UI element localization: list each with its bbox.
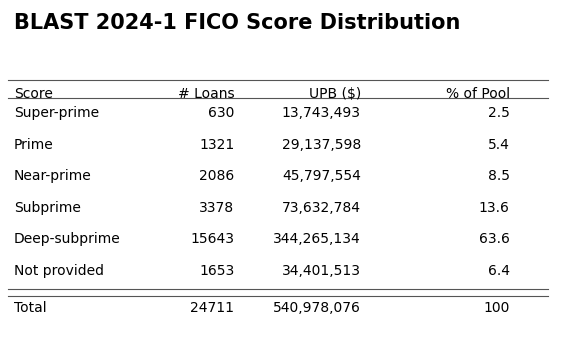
Text: UPB ($): UPB ($) [309, 87, 361, 101]
Text: 540,978,076: 540,978,076 [273, 301, 361, 315]
Text: BLAST 2024-1 FICO Score Distribution: BLAST 2024-1 FICO Score Distribution [14, 13, 460, 33]
Text: 630: 630 [208, 106, 234, 120]
Text: Deep-subprime: Deep-subprime [14, 232, 120, 246]
Text: 8.5: 8.5 [488, 169, 510, 183]
Text: 73,632,784: 73,632,784 [282, 201, 361, 215]
Text: 2.5: 2.5 [488, 106, 510, 120]
Text: # Loans: # Loans [178, 87, 234, 101]
Text: 15643: 15643 [190, 232, 234, 246]
Text: Super-prime: Super-prime [14, 106, 99, 120]
Text: Score: Score [14, 87, 52, 101]
Text: 13.6: 13.6 [479, 201, 510, 215]
Text: 29,137,598: 29,137,598 [282, 138, 361, 152]
Text: 34,401,513: 34,401,513 [282, 264, 361, 278]
Text: 6.4: 6.4 [488, 264, 510, 278]
Text: 63.6: 63.6 [479, 232, 510, 246]
Text: 100: 100 [483, 301, 510, 315]
Text: Prime: Prime [14, 138, 54, 152]
Text: 1653: 1653 [199, 264, 234, 278]
Text: 45,797,554: 45,797,554 [282, 169, 361, 183]
Text: Near-prime: Near-prime [14, 169, 92, 183]
Text: 3378: 3378 [199, 201, 234, 215]
Text: 344,265,134: 344,265,134 [273, 232, 361, 246]
Text: Not provided: Not provided [14, 264, 104, 278]
Text: 24711: 24711 [190, 301, 234, 315]
Text: Subprime: Subprime [14, 201, 81, 215]
Text: % of Pool: % of Pool [446, 87, 510, 101]
Text: 2086: 2086 [199, 169, 234, 183]
Text: Total: Total [14, 301, 46, 315]
Text: 5.4: 5.4 [488, 138, 510, 152]
Text: 13,743,493: 13,743,493 [282, 106, 361, 120]
Text: 1321: 1321 [199, 138, 234, 152]
